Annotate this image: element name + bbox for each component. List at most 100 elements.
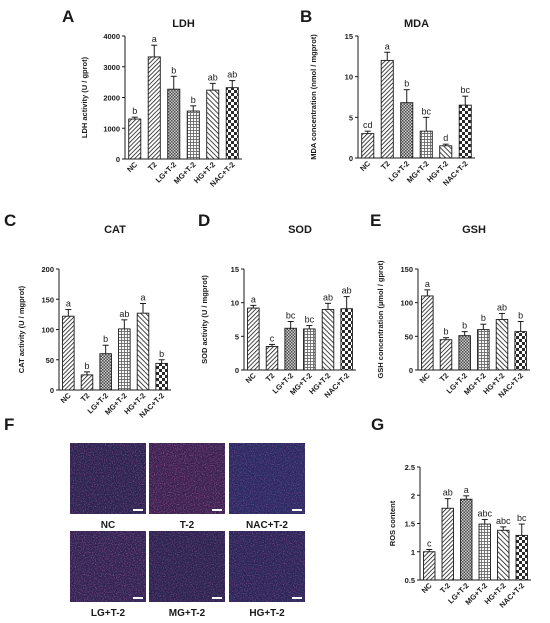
bar-d-5 <box>340 308 353 371</box>
significance-letter: ab <box>208 72 218 82</box>
bar-a-1 <box>147 56 161 160</box>
y-tick-label: 0.5 <box>405 576 415 585</box>
micrograph-nac <box>229 443 305 514</box>
chart-g: ROS content0.511.522.5cNCabT-2aLG+T-2abc… <box>388 463 531 610</box>
micrograph-nac-signal <box>229 443 305 514</box>
y-axis-label: LDH activity (U / gprot) <box>80 56 89 138</box>
chart-title: LDH <box>172 18 195 30</box>
y-tick-label: 2.5 <box>405 463 415 472</box>
significance-letter: bc <box>517 513 527 523</box>
y-tick-label: 1000 <box>103 124 120 133</box>
significance-letter: cd <box>363 120 373 130</box>
significance-letter: b <box>404 79 409 89</box>
bar-d-2 <box>284 327 297 371</box>
panel-letter-g: G <box>371 415 384 434</box>
scale-bar <box>292 597 302 599</box>
x-tick-label: T2 <box>264 371 277 384</box>
y-tick-label: 5 <box>235 332 239 341</box>
micrograph-mg-signal <box>149 531 225 602</box>
x-tick-label: NC <box>244 371 258 385</box>
bar-a-3 <box>186 110 200 160</box>
bar-d-3 <box>303 328 316 371</box>
y-tick-label: 2000 <box>103 94 120 103</box>
scale-bar <box>292 509 302 511</box>
micrograph-t2-signal <box>149 443 225 514</box>
bar-e-3 <box>477 329 490 371</box>
y-tick-label: 150 <box>41 295 54 304</box>
bar-b-5 <box>458 104 472 159</box>
y-tick-label: 1.5 <box>405 520 415 529</box>
panel-letter-f: F <box>4 415 14 434</box>
y-tick-label: 0 <box>409 366 413 375</box>
chart-a: LDH LDH activity (U / gprot) 0 1000 2000 3000… <box>80 18 242 189</box>
significance-letter: c <box>270 333 275 343</box>
bar-d-1 <box>265 345 279 371</box>
significance-letter: bc <box>421 106 431 116</box>
bar-c-2 <box>99 353 112 391</box>
y-tick-label: 5 <box>349 113 353 122</box>
micrograph-hg-signal <box>229 531 305 602</box>
bar-d-0 <box>247 307 260 371</box>
significance-letter: b <box>132 106 137 116</box>
panel-letter-d: D <box>198 211 210 230</box>
panel-letter-a: A <box>62 7 74 26</box>
significance-letter: b <box>481 313 486 323</box>
bar-a-2 <box>167 88 181 160</box>
micrograph-label-t2: T-2 <box>180 520 195 531</box>
x-tick-label: NC <box>125 160 139 174</box>
y-tick-label: 0 <box>116 155 120 164</box>
significance-letter: b <box>171 65 176 75</box>
significance-letter: b <box>103 334 108 344</box>
micrograph-mg <box>149 531 225 602</box>
y-tick-label: 10 <box>345 73 353 82</box>
x-tick-label: T2 <box>438 371 451 384</box>
chart-title: GSH <box>462 224 486 236</box>
y-tick-label: 100 <box>400 299 413 308</box>
y-tick-label: 0 <box>50 386 54 395</box>
panel-letter-c: C <box>4 211 16 230</box>
scale-bar <box>133 597 143 599</box>
bar-b-1 <box>380 59 394 159</box>
significance-letter: d <box>443 133 448 143</box>
significance-letter: bc <box>460 85 470 95</box>
significance-letter: b <box>518 311 523 321</box>
y-axis-label: SOD activity (U / mgprot) <box>200 275 209 364</box>
micrograph-lg-signal <box>70 531 146 602</box>
bar-a-4 <box>206 89 220 160</box>
y-tick-label: 0 <box>235 366 239 375</box>
micrograph-lg <box>70 531 146 602</box>
y-tick-label: 4000 <box>103 32 120 41</box>
significance-letter: ab <box>342 286 352 296</box>
significance-letter: b <box>191 95 196 105</box>
bar-g-1 <box>441 507 454 581</box>
bar-g-5 <box>515 534 528 581</box>
chart-title: MDA <box>404 18 429 30</box>
y-tick-label: 3000 <box>103 63 120 72</box>
bar-g-3 <box>478 523 491 581</box>
y-tick-label: 200 <box>41 265 54 274</box>
chart-title: SOD <box>288 224 312 236</box>
y-axis-label: MDA concentration (nmol / mgprot) <box>309 34 318 160</box>
bar-b-4 <box>439 145 453 159</box>
y-tick-label: 1 <box>411 548 415 557</box>
significance-letter: b <box>443 327 448 337</box>
y-tick-label: 150 <box>400 265 413 274</box>
x-tick-label: T2 <box>146 160 159 173</box>
bar-e-5 <box>514 331 527 371</box>
x-tick-label: NC <box>418 371 432 385</box>
bar-a-0 <box>128 118 142 160</box>
significance-letter: c <box>427 538 432 548</box>
micrograph-label-mg: MG+T-2 <box>169 608 206 619</box>
significance-letter: a <box>251 294 256 304</box>
bar-c-1 <box>80 374 94 391</box>
significance-letter: a <box>464 485 469 495</box>
chart-c: CAT CAT activity (U / mgprot) 0 50 100 150 200… <box>17 224 171 420</box>
significance-letter: abc <box>496 516 511 526</box>
panel-letter-b: B <box>300 7 312 26</box>
x-tick-label: NC <box>420 581 434 595</box>
y-tick-label: 0 <box>349 154 353 163</box>
significance-letter: a <box>152 34 157 44</box>
significance-letter: a <box>140 292 145 302</box>
bar-b-3 <box>419 130 433 159</box>
